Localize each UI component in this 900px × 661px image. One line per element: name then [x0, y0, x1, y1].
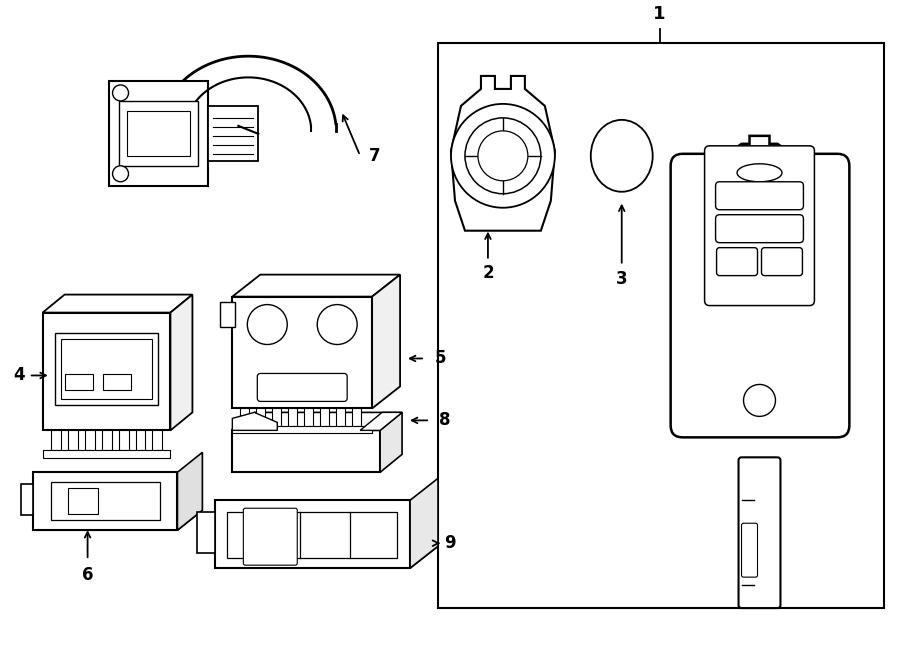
Text: 8: 8 — [439, 411, 451, 430]
Circle shape — [112, 85, 129, 101]
Bar — [256, 408, 266, 426]
Polygon shape — [410, 479, 438, 568]
Bar — [42, 450, 170, 458]
Bar — [60, 338, 152, 399]
FancyBboxPatch shape — [705, 146, 814, 305]
Bar — [240, 408, 249, 426]
Circle shape — [451, 104, 554, 208]
Polygon shape — [197, 512, 215, 553]
Bar — [320, 408, 329, 426]
Polygon shape — [360, 412, 402, 430]
Bar — [68, 488, 97, 514]
Circle shape — [478, 131, 528, 180]
Bar — [68, 430, 77, 450]
Bar — [85, 430, 94, 450]
Text: 7: 7 — [369, 147, 381, 165]
Circle shape — [112, 166, 129, 182]
Polygon shape — [380, 412, 402, 473]
Polygon shape — [232, 412, 402, 430]
Bar — [152, 430, 163, 450]
Bar — [232, 426, 372, 434]
Bar — [102, 430, 112, 450]
FancyBboxPatch shape — [739, 457, 780, 608]
Text: 2: 2 — [482, 264, 494, 282]
Circle shape — [317, 305, 357, 344]
FancyBboxPatch shape — [243, 508, 297, 565]
Polygon shape — [372, 274, 400, 408]
Bar — [352, 408, 361, 426]
Bar — [288, 408, 297, 426]
Polygon shape — [215, 546, 438, 568]
Polygon shape — [32, 473, 177, 530]
Polygon shape — [42, 295, 193, 313]
Ellipse shape — [590, 120, 652, 192]
Text: 4: 4 — [13, 366, 24, 385]
Bar — [119, 101, 198, 166]
Circle shape — [743, 385, 776, 416]
Text: 9: 9 — [445, 534, 455, 552]
Polygon shape — [232, 274, 400, 297]
Circle shape — [465, 118, 541, 194]
Ellipse shape — [737, 164, 782, 182]
Text: 3: 3 — [616, 270, 627, 288]
Polygon shape — [232, 412, 277, 430]
Polygon shape — [232, 430, 380, 473]
FancyBboxPatch shape — [716, 215, 804, 243]
Text: 1: 1 — [653, 5, 666, 23]
Polygon shape — [177, 452, 202, 530]
Bar — [337, 408, 346, 426]
Bar — [228, 512, 397, 558]
Bar — [438, 43, 885, 608]
FancyBboxPatch shape — [257, 373, 347, 401]
Polygon shape — [21, 485, 32, 515]
Bar — [50, 483, 160, 520]
Bar — [273, 408, 282, 426]
Polygon shape — [170, 295, 193, 430]
Polygon shape — [451, 76, 554, 231]
FancyBboxPatch shape — [209, 106, 258, 161]
FancyBboxPatch shape — [716, 248, 758, 276]
Polygon shape — [215, 500, 410, 568]
Bar — [103, 375, 130, 391]
Polygon shape — [42, 313, 170, 430]
Text: 5: 5 — [435, 350, 446, 368]
FancyBboxPatch shape — [670, 154, 850, 438]
Bar — [65, 375, 93, 391]
Bar — [50, 430, 60, 450]
FancyBboxPatch shape — [716, 182, 804, 210]
Polygon shape — [32, 510, 202, 530]
Polygon shape — [232, 297, 372, 408]
FancyBboxPatch shape — [761, 248, 803, 276]
Bar — [136, 430, 146, 450]
Bar — [127, 111, 191, 156]
FancyBboxPatch shape — [109, 81, 209, 186]
FancyBboxPatch shape — [742, 524, 758, 577]
Bar — [119, 430, 129, 450]
Text: 6: 6 — [82, 566, 94, 584]
Bar — [55, 332, 158, 405]
Bar — [220, 301, 235, 327]
Circle shape — [248, 305, 287, 344]
Bar — [304, 408, 313, 426]
